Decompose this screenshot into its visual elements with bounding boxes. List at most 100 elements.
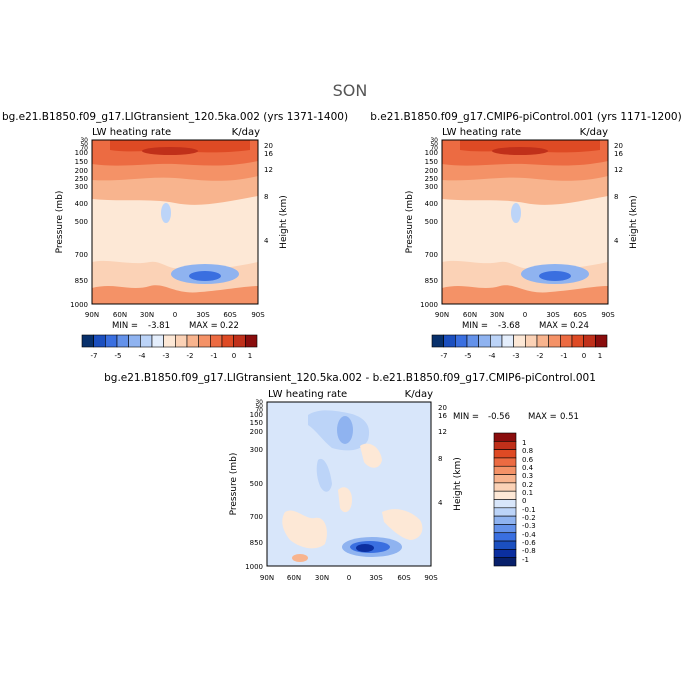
colorbar-swatch [490,334,503,348]
panel-3-rtick: 16 [438,412,447,420]
colorbar-swatch [455,334,468,348]
panel-1-xtick: 30S [196,311,210,319]
panel-2-ytick: 500 [425,218,438,226]
panel-3-min-label: MIN = [453,412,479,422]
panel-1-ytick: 150 [75,158,88,166]
panel-3-warm-spot-surface [292,554,308,562]
panel-3-cbtick: -0.8 [522,547,536,555]
colorbar-swatch [221,334,234,348]
panel-3-cbtick: 0.2 [522,481,533,489]
panel-3-xtick: 90N [260,574,274,582]
panel-2-rtick: 16 [614,150,623,158]
panel-1-xtick: 90S [251,311,265,319]
colorbar-swatch [493,441,517,450]
panel-1-rtick: 20 [264,142,273,150]
panel-3-ytick: 500 [250,480,263,488]
panel-3-cool-core-upper [337,416,353,444]
panel-2-xtick: 0 [523,311,527,319]
panel-1-cool-core [189,271,221,281]
colorbar-swatch [116,334,129,348]
panel-2-xtick: 30N [490,311,504,319]
panel-1-xtick: 90N [85,311,99,319]
panel-1-min-label: MIN = [112,321,138,331]
panel-2-cbtick: 1 [598,352,602,360]
panel-2-xtick: 60N [463,311,477,319]
panel-3-min-value: -0.56 [488,412,510,422]
panel-3-colorbar [493,432,517,567]
panel-3-xtick: 60S [397,574,411,582]
panel-3-colorbar-ticks: 1 0.8 0.6 0.4 0.3 0.2 0.1 0 -0.1 -0.2 -0… [522,439,536,564]
panel-3-cbtick: 0.8 [522,447,533,455]
panel-3-warm-column [338,487,352,513]
panel-1-cbtick: 1 [248,352,252,360]
panel-1-cbtick: -1 [211,352,218,360]
panel-3-warm-lower-right [382,509,423,540]
panel-1-cbtick: -7 [91,352,98,360]
colorbar-swatch [466,334,479,348]
panel-2-min-value: -3.68 [498,321,520,331]
panel-2-ytick: 100 [425,149,438,157]
colorbar-swatch [493,557,517,567]
panel-2-units: K/day [580,127,608,138]
colorbar-swatch [493,474,517,484]
panel-2-ytick: 400 [425,200,438,208]
panel-1-ylabel: Pressure (mb) [55,191,65,254]
panel-2: b.e21.B1850.f09_g17.CMIP6-piControl.001 … [370,111,681,360]
panel-1-ytick: 30 [80,137,88,144]
panel-3-rtick: 20 [438,404,447,412]
colorbar-swatch [493,465,517,475]
panel-2-cbtick: 0 [582,352,586,360]
panel-2-plot-area [441,139,609,305]
panel-3-units: K/day [405,389,433,400]
panel-1-y-ticks: 1000 850 700 500 400 300 250 200 150 100… [70,137,88,309]
panel-3-ytick: 700 [250,513,263,521]
panel-3-frame [266,401,432,567]
panel-2-cbtick: -5 [465,352,472,360]
colorbar-swatch [501,334,514,348]
colorbar-swatch [245,334,258,348]
panel-3-right-label: Height (km) [453,457,463,511]
colorbar-swatch [560,334,573,348]
panel-1-cbtick: -2 [187,352,194,360]
panel-2-ytick: 1000 [420,301,438,309]
panel-3-cbtick: -1 [522,556,529,564]
panel-2-cbtick: -1 [561,352,568,360]
colorbar-swatch [493,432,517,442]
panel-3-cbtick: 0 [522,497,526,505]
colorbar-swatch [571,334,584,348]
colorbar-swatch [175,334,188,348]
panel-1-cbtick: -4 [139,352,147,360]
panel-1-xtick: 60S [223,311,237,319]
colorbar-swatch [493,457,517,467]
panel-2-max-value: 0.24 [570,321,589,331]
panel-1-right-label: Height (km) [279,195,289,249]
panel-3-right-ticks: 4 8 12 16 20 [438,404,447,507]
panel-1-colorbar-ticks: -7 -5 -4 -3 -2 -1 0 1 [91,352,253,360]
colorbar-swatch [186,334,199,348]
panel-2-colorbar [431,334,608,348]
panel-2-y-ticks: 1000 850 700 500 400 300 250 200 150 100… [420,137,438,309]
panel-2-ytick: 200 [425,167,438,175]
panel-1-ytick: 250 [75,175,88,183]
panel-3-ytick: 300 [250,446,263,454]
panel-1-rtick: 4 [264,237,269,245]
panel-3-ylabel: Pressure (mb) [229,453,239,516]
panel-1-units: K/day [232,127,260,138]
figure-title: SON [333,81,368,100]
panel-1-rtick: 8 [264,193,268,201]
panel-1-ytick: 400 [75,200,88,208]
panel-2-cbtick: -2 [537,352,544,360]
panel-1-xtick: 60N [113,311,127,319]
panel-1-cbtick: -3 [163,352,170,360]
panel-3-x-ticks: 90N 60N 30N 0 30S 60S 90S [260,574,438,582]
panel-1-frame [91,139,259,305]
panel-1-ytick: 70 [80,145,88,152]
panel-3-min-core [356,544,374,552]
colorbar-swatch [210,334,223,348]
panel-3-y-ticks: 1000 850 700 500 300 200 150 100 70 50 3… [245,399,263,571]
panel-1-max-label: MAX = [189,321,218,331]
panel-2-ytick: 30 [430,137,438,144]
panel-2-ylabel: Pressure (mb) [405,191,415,254]
colorbar-swatch [198,334,211,348]
panel-3-cbtick: 0.6 [522,456,534,464]
